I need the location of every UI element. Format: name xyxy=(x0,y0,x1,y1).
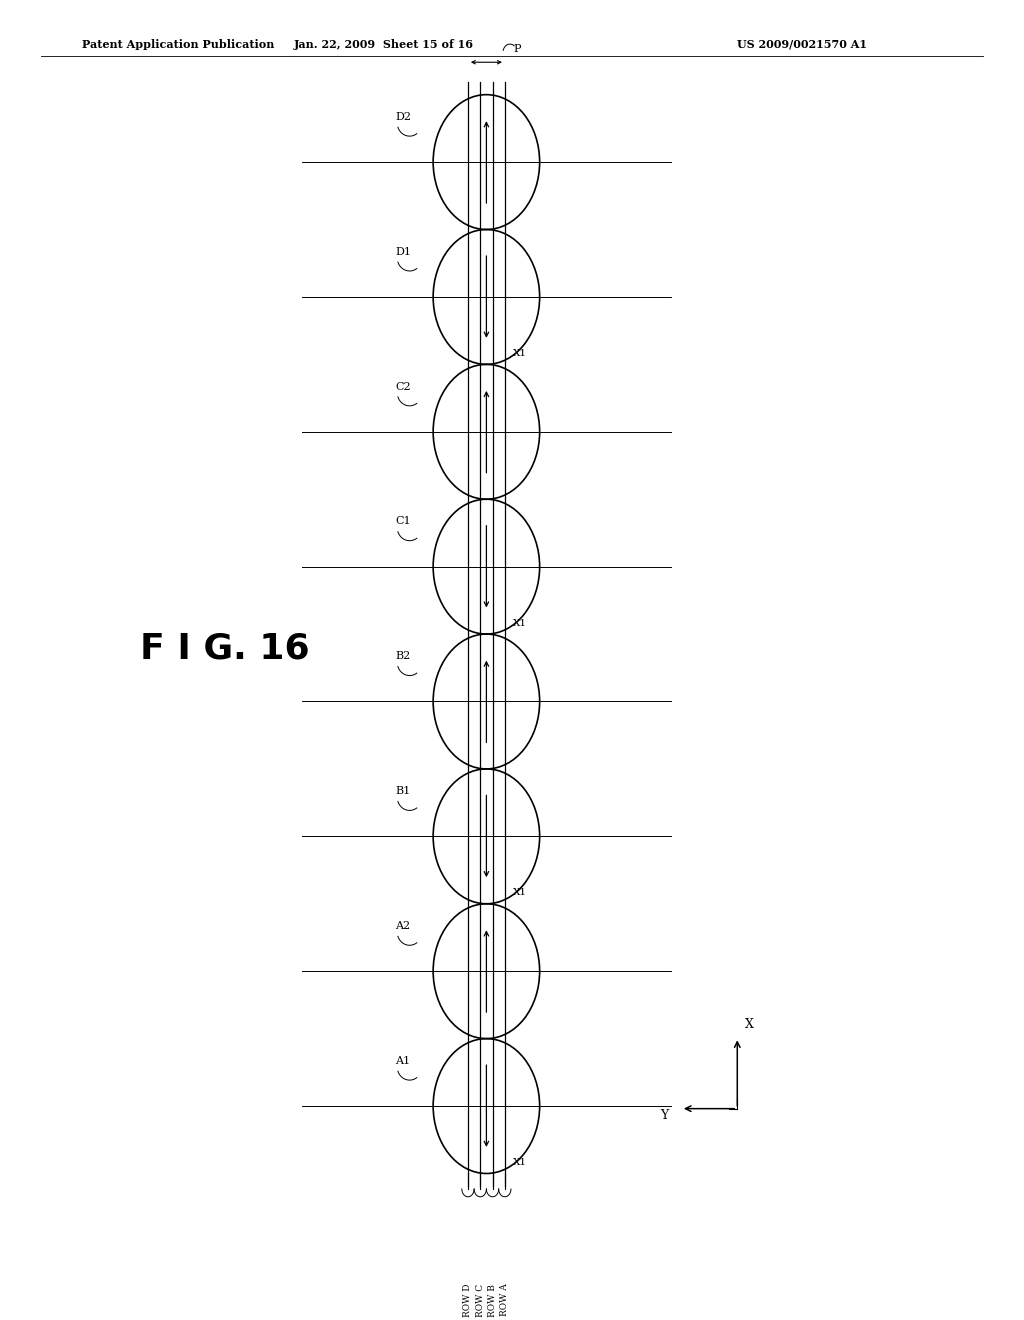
Text: B2: B2 xyxy=(395,651,411,661)
Text: X1: X1 xyxy=(513,619,527,627)
Text: Jan. 22, 2009  Sheet 15 of 16: Jan. 22, 2009 Sheet 15 of 16 xyxy=(294,38,474,50)
Text: X1: X1 xyxy=(513,1158,527,1167)
Text: X: X xyxy=(745,1018,754,1031)
Text: US 2009/0021570 A1: US 2009/0021570 A1 xyxy=(737,38,867,50)
Text: B1: B1 xyxy=(395,787,411,796)
Text: C2: C2 xyxy=(395,381,411,392)
Text: ROW D: ROW D xyxy=(464,1283,472,1317)
Text: C1: C1 xyxy=(395,516,411,527)
Text: Y: Y xyxy=(660,1109,669,1122)
Text: X1: X1 xyxy=(513,348,527,358)
Text: ROW A: ROW A xyxy=(501,1283,509,1316)
Text: A2: A2 xyxy=(395,921,411,931)
Text: Patent Application Publication: Patent Application Publication xyxy=(82,38,274,50)
Text: F I G. 16: F I G. 16 xyxy=(140,631,310,665)
Text: ROW B: ROW B xyxy=(488,1283,497,1316)
Text: D2: D2 xyxy=(395,112,412,121)
Text: X1: X1 xyxy=(513,888,527,898)
Text: P: P xyxy=(513,45,520,54)
Text: D1: D1 xyxy=(395,247,412,256)
Text: ROW C: ROW C xyxy=(476,1283,484,1317)
Text: A1: A1 xyxy=(395,1056,411,1065)
